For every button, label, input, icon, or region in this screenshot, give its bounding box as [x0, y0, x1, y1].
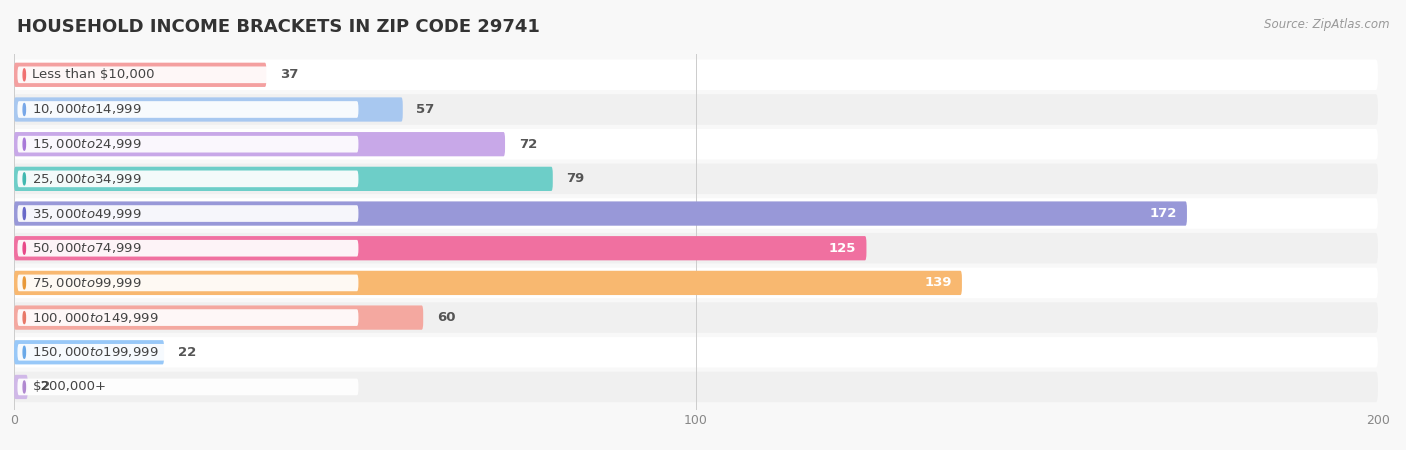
FancyBboxPatch shape: [17, 171, 359, 187]
Text: HOUSEHOLD INCOME BRACKETS IN ZIP CODE 29741: HOUSEHOLD INCOME BRACKETS IN ZIP CODE 29…: [17, 18, 540, 36]
Text: $10,000 to $14,999: $10,000 to $14,999: [32, 103, 142, 117]
FancyBboxPatch shape: [14, 94, 1378, 125]
FancyBboxPatch shape: [17, 274, 359, 291]
Text: $50,000 to $74,999: $50,000 to $74,999: [32, 241, 142, 255]
FancyBboxPatch shape: [14, 202, 1187, 226]
Text: 79: 79: [567, 172, 585, 185]
Circle shape: [22, 242, 25, 254]
FancyBboxPatch shape: [14, 302, 1378, 333]
Text: 22: 22: [177, 346, 195, 359]
FancyBboxPatch shape: [17, 205, 359, 222]
FancyBboxPatch shape: [14, 63, 266, 87]
Text: Source: ZipAtlas.com: Source: ZipAtlas.com: [1264, 18, 1389, 31]
Text: 139: 139: [924, 276, 952, 289]
Text: 57: 57: [416, 103, 434, 116]
Circle shape: [22, 207, 25, 220]
Circle shape: [22, 277, 25, 289]
Text: 2: 2: [41, 380, 51, 393]
Text: $75,000 to $99,999: $75,000 to $99,999: [32, 276, 142, 290]
FancyBboxPatch shape: [14, 166, 553, 191]
FancyBboxPatch shape: [14, 236, 866, 261]
FancyBboxPatch shape: [14, 340, 165, 364]
FancyBboxPatch shape: [14, 268, 1378, 298]
Text: $200,000+: $200,000+: [32, 380, 107, 393]
FancyBboxPatch shape: [17, 344, 359, 360]
FancyBboxPatch shape: [17, 309, 359, 326]
FancyBboxPatch shape: [17, 101, 359, 118]
Circle shape: [22, 138, 25, 150]
FancyBboxPatch shape: [14, 59, 1378, 90]
Text: 60: 60: [437, 311, 456, 324]
Text: $15,000 to $24,999: $15,000 to $24,999: [32, 137, 142, 151]
Text: 172: 172: [1149, 207, 1177, 220]
Text: $100,000 to $149,999: $100,000 to $149,999: [32, 310, 159, 324]
Text: $35,000 to $49,999: $35,000 to $49,999: [32, 207, 142, 220]
FancyBboxPatch shape: [14, 372, 1378, 402]
Text: 72: 72: [519, 138, 537, 151]
Circle shape: [22, 173, 25, 185]
Text: Less than $10,000: Less than $10,000: [32, 68, 155, 81]
Circle shape: [22, 346, 25, 358]
Circle shape: [22, 69, 25, 81]
FancyBboxPatch shape: [14, 198, 1378, 229]
FancyBboxPatch shape: [14, 337, 1378, 368]
FancyBboxPatch shape: [17, 240, 359, 256]
FancyBboxPatch shape: [17, 136, 359, 153]
FancyBboxPatch shape: [17, 378, 359, 395]
Circle shape: [22, 381, 25, 393]
FancyBboxPatch shape: [14, 375, 28, 399]
FancyBboxPatch shape: [14, 306, 423, 330]
Text: $150,000 to $199,999: $150,000 to $199,999: [32, 345, 159, 359]
FancyBboxPatch shape: [14, 97, 402, 122]
Circle shape: [22, 311, 25, 324]
FancyBboxPatch shape: [14, 271, 962, 295]
Circle shape: [22, 104, 25, 116]
Text: 125: 125: [830, 242, 856, 255]
FancyBboxPatch shape: [17, 67, 359, 83]
Text: $25,000 to $34,999: $25,000 to $34,999: [32, 172, 142, 186]
Text: 37: 37: [280, 68, 298, 81]
FancyBboxPatch shape: [14, 132, 505, 156]
FancyBboxPatch shape: [14, 129, 1378, 159]
FancyBboxPatch shape: [14, 233, 1378, 264]
FancyBboxPatch shape: [14, 164, 1378, 194]
